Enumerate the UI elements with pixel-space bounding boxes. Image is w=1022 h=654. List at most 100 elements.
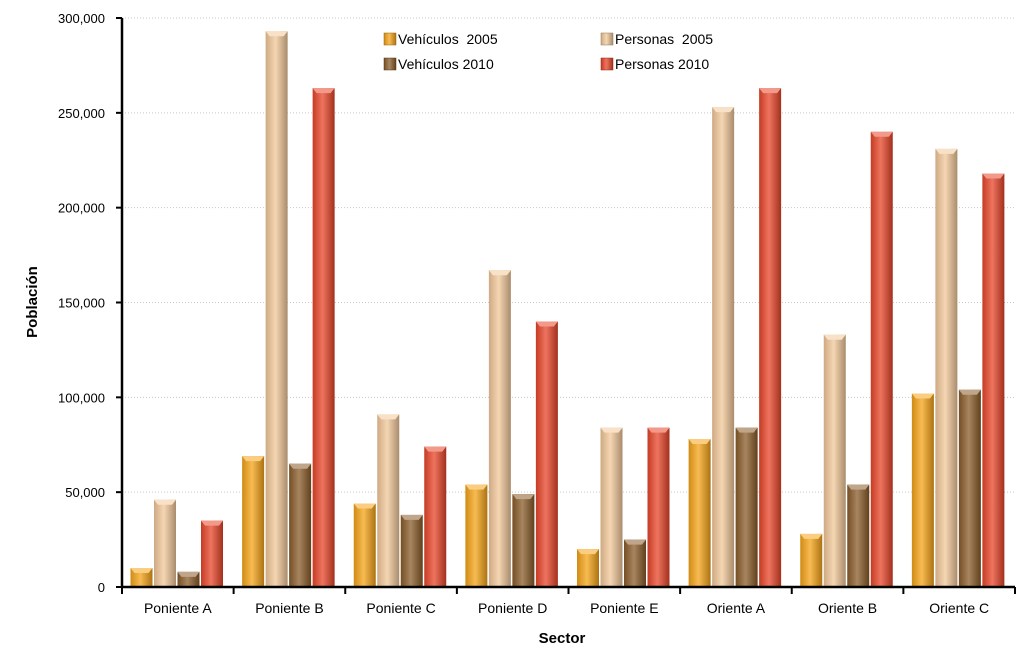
bar bbox=[242, 456, 265, 587]
bar bbox=[201, 520, 223, 587]
bar bbox=[958, 389, 981, 587]
bar bbox=[759, 88, 782, 587]
x-tick-label: Poniente A bbox=[144, 600, 212, 616]
axes bbox=[116, 17, 1016, 594]
bar-vehiculos-2010-poniente-d bbox=[512, 494, 535, 587]
bar-top bbox=[624, 539, 646, 545]
y-tick-label: 250,000 bbox=[58, 106, 105, 121]
x-tick-label: Poniente B bbox=[255, 600, 324, 616]
bar bbox=[935, 148, 958, 587]
bar-top bbox=[688, 439, 711, 445]
bar bbox=[647, 427, 670, 587]
bar-personas-2005-poniente-d bbox=[488, 270, 511, 587]
legend-item-vehiculos-2010: Vehículos 2010 bbox=[383, 56, 494, 72]
legend-swatch bbox=[383, 57, 397, 71]
bar-vehiculos-2010-poniente-a bbox=[177, 571, 200, 587]
bar bbox=[600, 427, 623, 587]
bar bbox=[712, 107, 735, 587]
bar-top bbox=[982, 173, 1005, 179]
bar bbox=[353, 503, 376, 587]
bar-top bbox=[759, 88, 782, 94]
bar bbox=[512, 494, 535, 587]
bar-top bbox=[312, 88, 335, 94]
bar-personas-2010-poniente-e bbox=[647, 427, 670, 587]
bar bbox=[688, 439, 711, 587]
bar bbox=[800, 533, 823, 587]
bar-personas-2010-poniente-b bbox=[312, 88, 335, 587]
bar bbox=[424, 446, 447, 587]
legend: Vehículos 2005 Personas 2005 Vehículos 201… bbox=[383, 31, 713, 72]
bar-personas-2005-oriente-a bbox=[712, 107, 735, 587]
x-tick-label: Poniente C bbox=[366, 600, 435, 616]
bar bbox=[823, 334, 846, 587]
tick-labels: 0 50,000 100,000 150,000 200,000 250,000 300,0… bbox=[58, 11, 989, 616]
bar-top bbox=[712, 107, 735, 113]
bar-vehiculos-2010-oriente-c bbox=[958, 389, 981, 587]
bar-top bbox=[870, 131, 893, 137]
y-axis-label: Población bbox=[24, 266, 41, 338]
bar-top bbox=[130, 568, 153, 574]
bar-top bbox=[177, 571, 200, 577]
bar-vehiculos-2005-oriente-a bbox=[688, 439, 711, 587]
bar bbox=[870, 131, 893, 588]
bar-personas-2005-oriente-c bbox=[935, 148, 958, 587]
bar-personas-2010-oriente-c bbox=[982, 173, 1005, 587]
y-tick-label: 200,000 bbox=[58, 201, 105, 216]
bar-vehiculos-2010-poniente-b bbox=[289, 463, 312, 587]
bar-top bbox=[242, 456, 265, 462]
x-tick-label: Oriente A bbox=[707, 600, 766, 616]
bar-personas-2005-oriente-b bbox=[823, 334, 846, 587]
bar-top bbox=[735, 427, 758, 433]
bar-top bbox=[377, 414, 400, 420]
bar-top bbox=[800, 533, 823, 539]
bar-vehiculos-2010-oriente-a bbox=[735, 427, 758, 587]
y-tick-label: 0 bbox=[98, 580, 105, 595]
bar-top bbox=[289, 463, 312, 469]
bar bbox=[289, 463, 312, 587]
bar-vehiculos-2005-oriente-c bbox=[911, 393, 934, 587]
bar-top bbox=[577, 549, 599, 555]
bar bbox=[847, 484, 870, 587]
bar bbox=[265, 31, 288, 587]
bar-top bbox=[647, 427, 670, 433]
legend-swatch bbox=[600, 57, 614, 71]
legend-swatch bbox=[383, 32, 397, 46]
bar-top bbox=[265, 31, 288, 37]
x-tick-label: Oriente C bbox=[929, 600, 989, 616]
bar-top bbox=[535, 321, 558, 327]
bar-personas-2010-oriente-a bbox=[759, 88, 782, 587]
bar-personas-2010-oriente-b bbox=[870, 131, 893, 588]
bar-top bbox=[600, 427, 623, 433]
legend-label: Vehículos 2010 bbox=[398, 56, 494, 72]
x-tick-label: Poniente D bbox=[478, 600, 547, 616]
bar-personas-2010-poniente-c bbox=[424, 446, 447, 587]
bar bbox=[312, 88, 335, 587]
bar-vehiculos-2010-oriente-b bbox=[847, 484, 870, 587]
legend-item-vehiculos-2005: Vehículos 2005 bbox=[383, 31, 498, 47]
y-tick-label: 100,000 bbox=[58, 390, 105, 405]
bar-top bbox=[154, 499, 176, 505]
x-axis-label: Sector bbox=[539, 630, 586, 647]
bar-top bbox=[353, 503, 376, 509]
bar bbox=[535, 321, 558, 587]
legend-label: Personas 2010 bbox=[615, 56, 709, 72]
x-tick-label: Oriente B bbox=[818, 600, 877, 616]
y-tick-label: 50,000 bbox=[65, 485, 105, 500]
bar-top bbox=[400, 514, 423, 520]
y-tick-label: 300,000 bbox=[58, 11, 105, 26]
bar bbox=[400, 514, 423, 587]
bar-top bbox=[911, 393, 934, 399]
bar-personas-2005-poniente-c bbox=[377, 414, 400, 587]
bar-vehiculos-2005-oriente-b bbox=[800, 533, 823, 587]
bar bbox=[735, 427, 758, 587]
bar-top bbox=[488, 270, 511, 276]
legend-item-personas-2005: Personas 2005 bbox=[600, 31, 713, 47]
bar-personas-2005-poniente-b bbox=[265, 31, 288, 587]
bar-personas-2010-poniente-a bbox=[201, 520, 223, 587]
bar bbox=[577, 549, 599, 587]
y-tick-label: 150,000 bbox=[58, 296, 105, 311]
bar-top bbox=[465, 484, 488, 490]
bar-vehiculos-2005-poniente-e bbox=[577, 549, 599, 587]
